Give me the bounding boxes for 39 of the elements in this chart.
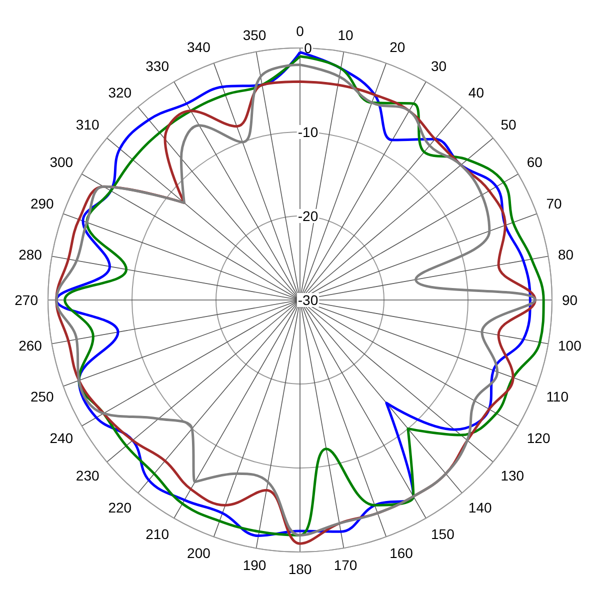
spoke-label: 350 bbox=[242, 26, 266, 43]
spoke-label: 310 bbox=[76, 116, 100, 133]
spoke-label: 250 bbox=[30, 388, 54, 405]
spoke-label: 330 bbox=[146, 58, 170, 74]
spoke-label: 340 bbox=[187, 38, 211, 55]
spoke-label: 170 bbox=[334, 557, 358, 574]
spoke-label: 150 bbox=[431, 526, 455, 542]
spoke-label: 180 bbox=[288, 561, 312, 577]
spoke-label: 300 bbox=[50, 154, 74, 170]
spoke-label: 210 bbox=[146, 526, 170, 542]
y-tick-label: -10 bbox=[298, 124, 318, 140]
spoke-label: 270 bbox=[14, 292, 38, 308]
spoke-label: 140 bbox=[468, 500, 492, 516]
spoke-label: 230 bbox=[76, 467, 100, 484]
spoke-label: 130 bbox=[500, 467, 524, 484]
spoke-label: 30 bbox=[431, 58, 447, 74]
spoke-label: 320 bbox=[108, 84, 132, 100]
spoke-label: 20 bbox=[390, 38, 406, 55]
spoke-label: 120 bbox=[526, 430, 550, 446]
spoke-label: 80 bbox=[558, 246, 574, 263]
spoke-label: 60 bbox=[526, 154, 543, 170]
spoke-label: 200 bbox=[187, 545, 211, 562]
spoke-label: 190 bbox=[242, 557, 266, 574]
spoke-label: 260 bbox=[18, 337, 42, 354]
y-tick-label: -30 bbox=[298, 292, 318, 308]
spoke-label: 220 bbox=[108, 500, 132, 516]
spoke-label: 290 bbox=[30, 195, 54, 212]
spoke-label: 40 bbox=[468, 84, 484, 100]
spoke-label: 240 bbox=[50, 430, 74, 446]
spoke-label: 110 bbox=[546, 388, 569, 405]
spoke-label: 50 bbox=[500, 116, 516, 133]
spoke-label: 70 bbox=[546, 195, 562, 212]
y-tick-label: 0 bbox=[296, 23, 304, 39]
spoke-label: 10 bbox=[338, 26, 354, 43]
spoke-label: 280 bbox=[18, 246, 42, 263]
spoke-label: 160 bbox=[390, 545, 414, 562]
y-tick-label: -20 bbox=[298, 208, 318, 224]
spoke-label: 100 bbox=[558, 337, 582, 354]
spoke-label: 90 bbox=[562, 292, 578, 308]
